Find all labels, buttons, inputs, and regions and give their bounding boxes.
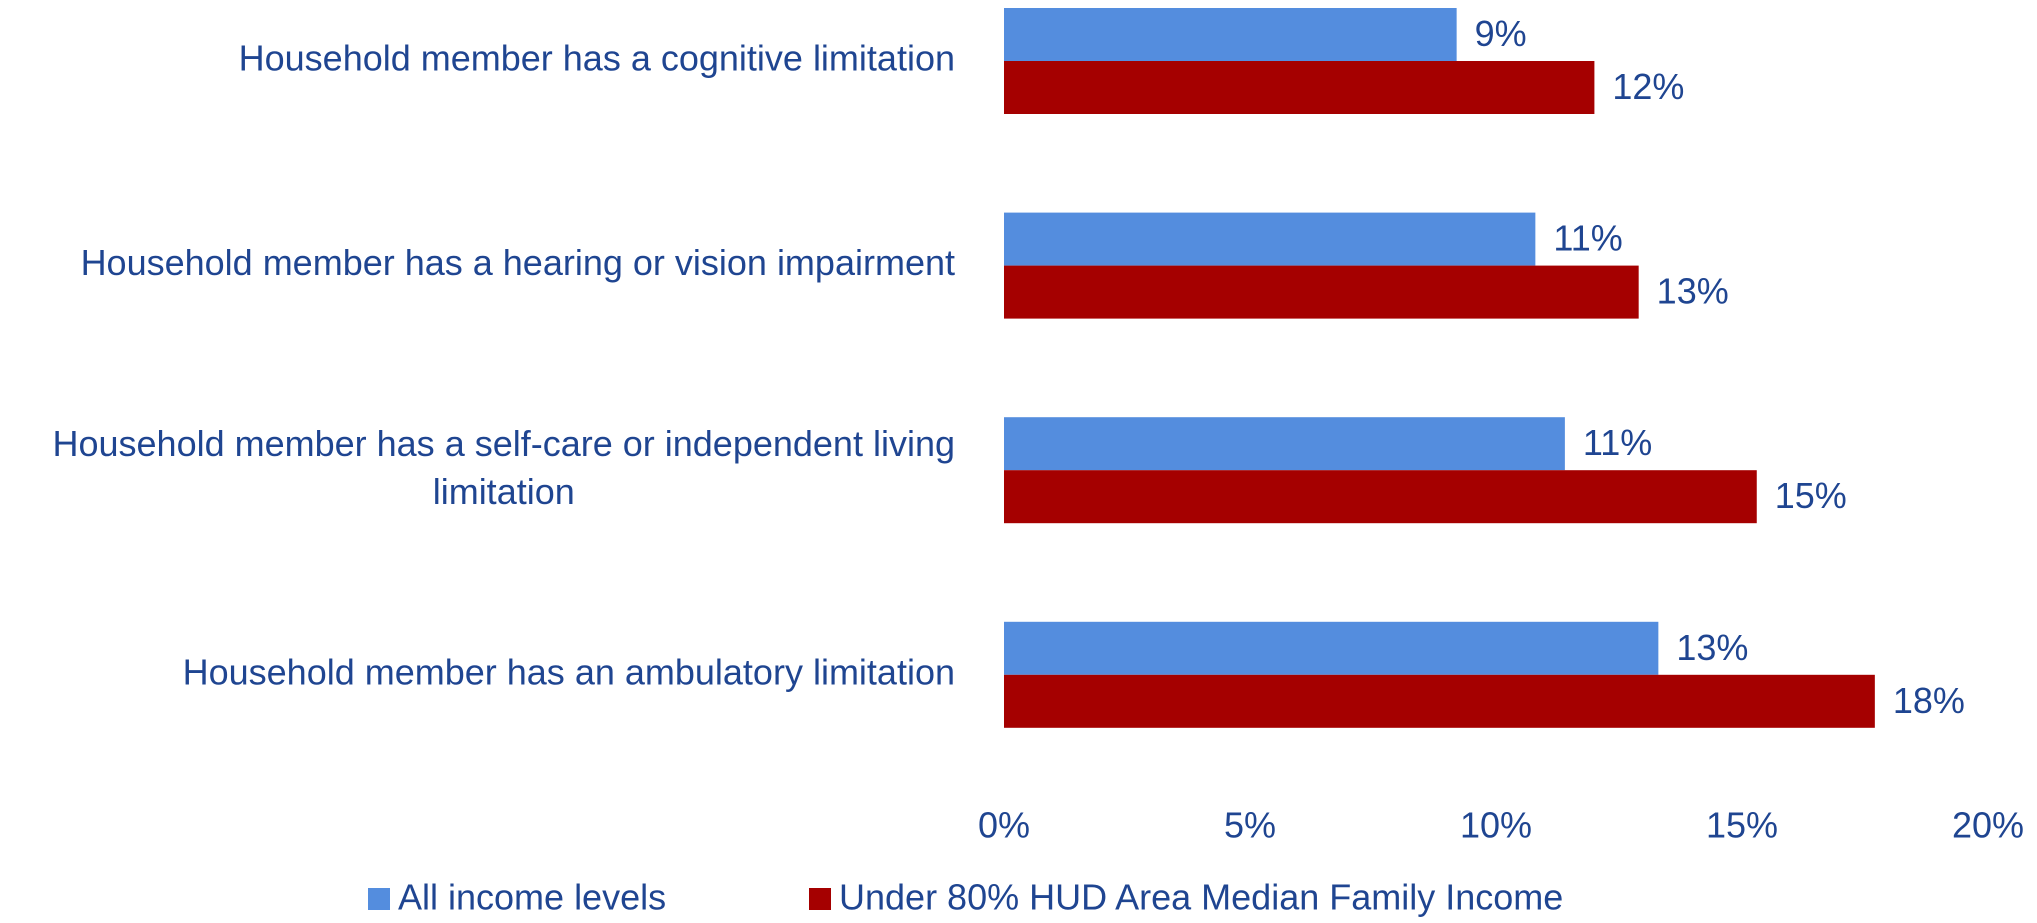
bar	[1004, 470, 1757, 524]
category-label: Household member has a cognitive limitat…	[239, 38, 955, 79]
data-label: 18%	[1893, 680, 1965, 721]
category-line: limitation	[433, 471, 575, 512]
legend-label: Under 80% HUD Area Median Family Income	[839, 877, 1563, 918]
data-label: 9%	[1475, 13, 1527, 54]
bar	[1004, 212, 1536, 266]
data-label: 13%	[1657, 271, 1729, 312]
bar	[1004, 265, 1639, 319]
legend-label: All income levels	[398, 877, 666, 918]
category-label: Household member has an ambulatory limit…	[183, 651, 955, 692]
bar	[1004, 621, 1659, 675]
data-label: 11%	[1583, 422, 1652, 463]
x-tick-label: 0%	[978, 805, 1030, 846]
data-label: 13%	[1676, 627, 1748, 668]
x-tick-label: 5%	[1224, 805, 1276, 846]
data-label: 12%	[1612, 66, 1684, 107]
data-label: 15%	[1775, 475, 1847, 516]
x-tick-label: 10%	[1460, 805, 1532, 846]
data-label: 11%	[1553, 218, 1622, 259]
bar	[1004, 674, 1875, 728]
category-line: Household member has a self-care or inde…	[52, 423, 955, 464]
x-tick-label: 15%	[1706, 805, 1778, 846]
bar	[1004, 61, 1595, 114]
bar	[1004, 8, 1457, 61]
category-label: Household member has a self-care or inde…	[52, 423, 955, 512]
bar	[1004, 417, 1565, 471]
x-tick-label: 20%	[1952, 805, 2024, 846]
category-label: Household member has a hearing or vision…	[81, 242, 955, 283]
legend-swatch	[809, 888, 831, 910]
legend-swatch	[368, 888, 390, 910]
